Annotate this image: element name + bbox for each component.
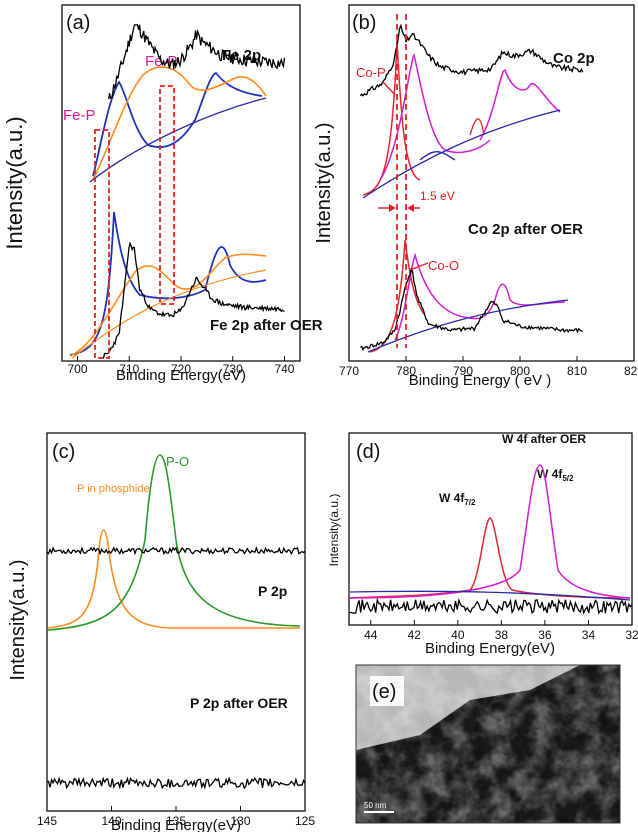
scale-bar-label: 50 nm xyxy=(364,801,387,810)
co-p-label: Co-P xyxy=(356,65,386,80)
p-o-fit xyxy=(47,454,301,631)
p-2p-raw-spectrum xyxy=(46,546,306,556)
panel-d-frame xyxy=(348,432,633,626)
fe-p-dashed-box-1 xyxy=(94,129,110,359)
w-4f-background xyxy=(349,590,631,601)
panel-e-frame xyxy=(355,664,621,824)
panel-b-label: (b) xyxy=(352,12,376,34)
panel-a-tick-label-2: 720 xyxy=(171,362,191,376)
panel-d-tick-label-0: 44 xyxy=(364,628,378,642)
fe-2p-raw-spectrum xyxy=(107,23,286,100)
shift-arrowhead-left xyxy=(389,204,396,212)
panel-d-tick-label-2: 40 xyxy=(451,628,465,642)
panel-d-title: W 4f after OER xyxy=(502,432,586,446)
panel-c-xlabel: Binding Energy(eV) xyxy=(111,817,241,832)
panel-b: (b) 770 780 790 800 810 820 Binding Energy ( … xyxy=(313,4,638,389)
panel-b-tick-label-5: 820 xyxy=(624,364,638,378)
panel-e-label-bg xyxy=(370,676,404,706)
p-after-oer-raw-spectrum xyxy=(46,776,306,790)
panel-a: (a) 700 710 720 730 740 Binding Energy(eV) I… xyxy=(2,4,323,384)
panel-b-tick-label-2: 790 xyxy=(453,364,473,378)
p-phosphide-fit xyxy=(47,529,300,629)
co-2p-raw-spectrum xyxy=(359,23,584,97)
panel-a-x-ticks: 700 710 720 730 740 xyxy=(68,356,295,376)
co-2p3-fit xyxy=(379,53,491,181)
co-p-pointer xyxy=(382,81,396,96)
fe-after-fit-main xyxy=(69,211,267,356)
panel-d-label: (d) xyxy=(356,441,380,463)
panel-d-tick-label-6: 32 xyxy=(625,628,638,642)
panel-c-tick-label-1: 140 xyxy=(101,814,121,828)
panel-c-tick-label-0: 145 xyxy=(37,814,57,828)
panel-a-tick-label-3: 730 xyxy=(223,362,243,376)
co-o-label: Co-O xyxy=(428,258,459,273)
panel-b-frame xyxy=(348,4,635,362)
panel-b-tick-label-0: 770 xyxy=(339,364,359,378)
co-after-oer-raw-spectrum xyxy=(360,267,583,351)
panel-a-tick-label-1: 710 xyxy=(119,362,139,376)
co-2p1-fit xyxy=(479,69,561,141)
w-4f72-label: W 4f7/2 xyxy=(439,491,476,507)
co-after-fit xyxy=(394,252,566,341)
p-in-phosphide-label: P in phosphide xyxy=(77,483,150,495)
panel-c: (c) 145 140 135 130 125 Binding Energy(eV) I… xyxy=(7,432,315,832)
panel-b-ylabel: Intensity(a.u.) xyxy=(313,122,335,243)
shift-arrowhead-right xyxy=(407,204,414,212)
fe-2p-fit-main xyxy=(92,71,263,177)
panel-e: (e) 50 nm xyxy=(355,664,621,824)
fe-p-label-1: Fe-P xyxy=(63,107,96,124)
p-2p-after-oer-label: P 2p after OER xyxy=(190,695,288,711)
panel-c-tick-label-2: 135 xyxy=(166,814,186,828)
tem-image xyxy=(356,665,620,823)
panel-b-x-ticks: 770 780 790 800 810 820 xyxy=(339,356,638,378)
panel-d: (d) W 4f after OER 44 42 40 38 36 34 32 Bindin… xyxy=(327,432,638,657)
panel-d-tick-label-1: 42 xyxy=(408,628,422,642)
panel-b-tick-label-4: 810 xyxy=(567,364,587,378)
tem-vacuum-region xyxy=(356,665,620,750)
panel-d-xlabel: Binding Energy(eV) xyxy=(425,640,555,657)
co-o-pointer xyxy=(409,262,429,271)
panel-c-tick-label-3: 130 xyxy=(230,814,250,828)
fe-p-dashed-box-2 xyxy=(159,85,175,305)
panel-c-ylabel: Intensity(a.u.) xyxy=(7,559,29,680)
panel-d-x-ticks: 44 42 40 38 36 34 32 xyxy=(364,620,638,642)
co-p-fit-peak xyxy=(362,39,421,196)
panel-a-label: (a) xyxy=(66,12,90,34)
p-2p-label: P 2p xyxy=(258,583,287,599)
panel-c-label: (c) xyxy=(52,441,75,463)
fe-after-oer-raw-spectrum xyxy=(102,241,285,359)
w-4f-raw-spectrum xyxy=(348,597,633,615)
panel-b-tick-label-1: 780 xyxy=(396,364,416,378)
co-2p-background xyxy=(362,109,561,199)
panel-a-tick-label-4: 740 xyxy=(274,362,294,376)
fe-2p-background xyxy=(89,97,267,183)
panel-a-ylabel: Intensity(a.u.) xyxy=(2,116,27,249)
co-2p-label: Co 2p xyxy=(553,50,595,67)
panel-e-label: (e) xyxy=(372,681,396,703)
panel-a-tick-label-0: 700 xyxy=(68,362,88,376)
panel-d-tick-label-5: 34 xyxy=(582,628,596,642)
panel-a-xlabel: Binding Energy(eV) xyxy=(116,367,246,384)
co-2p1-p-fit xyxy=(469,118,485,136)
fe-2p-fit-satellite xyxy=(92,66,267,181)
p-o-label: P-O xyxy=(166,454,189,469)
panel-c-x-ticks: 145 140 135 130 125 xyxy=(37,806,315,828)
panel-b-xlabel: Binding Energy ( eV ) xyxy=(409,372,552,389)
co-after-background xyxy=(367,299,569,353)
panel-b-tick-label-3: 800 xyxy=(510,364,530,378)
panel-d-tick-label-4: 36 xyxy=(538,628,552,642)
fe-after-background xyxy=(71,269,267,359)
co-2p-fit-blue xyxy=(419,151,456,161)
panel-d-tick-label-3: 38 xyxy=(495,628,509,642)
fe-2p-after-oer-label: Fe 2p after OER xyxy=(210,317,323,334)
panel-d-ylabel: Intensity(a.u.) xyxy=(327,494,341,567)
w-4f52-fit xyxy=(349,464,631,599)
co-2p-after-oer-label: Co 2p after OER xyxy=(468,221,583,238)
panel-c-tick-label-4: 125 xyxy=(295,814,315,828)
shift-label: 1.5 eV xyxy=(420,189,455,203)
